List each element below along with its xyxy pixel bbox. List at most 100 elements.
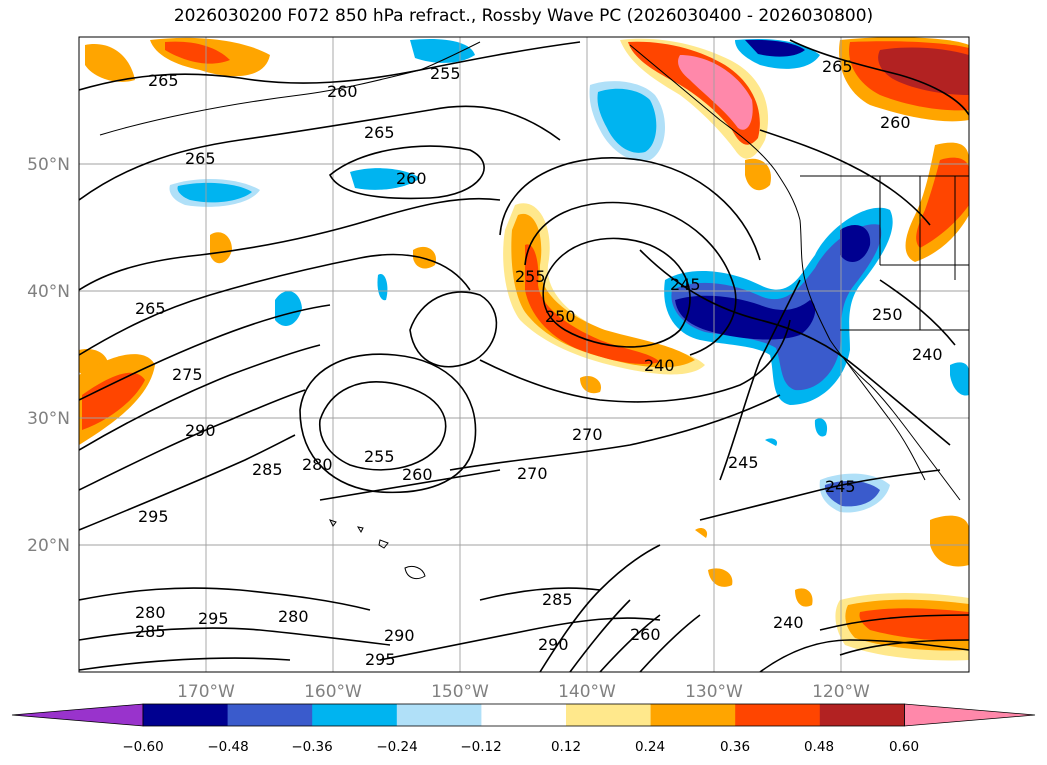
contour-label: 265 xyxy=(822,57,853,76)
colorbar-tick-label: 0.24 xyxy=(635,739,665,755)
lon-label: 130°W xyxy=(685,682,743,702)
coast-gulf-alaska xyxy=(629,44,801,221)
lat-label: 30°N xyxy=(27,409,70,429)
contour-label: 285 xyxy=(135,622,166,641)
shade-area xyxy=(840,225,871,263)
contour-label: 240 xyxy=(773,613,804,632)
colorbar-segment xyxy=(650,704,736,726)
contour-label: 270 xyxy=(572,425,603,444)
shade-area xyxy=(678,55,753,130)
shade-area xyxy=(580,375,601,394)
colorbar-tick-label: −0.60 xyxy=(122,739,163,755)
colorbar-segment xyxy=(312,704,398,726)
contour-label: 260 xyxy=(630,625,661,644)
contour-lines xyxy=(79,39,969,672)
colorbar-tick-label: −0.36 xyxy=(291,739,332,755)
colorbar-segment xyxy=(396,704,482,726)
longitude-labels: 170°W 160°W 150°W 140°W 130°W 120°W xyxy=(177,682,870,702)
contour-label: 260 xyxy=(880,113,911,132)
hawaiian-islands xyxy=(329,519,426,580)
shade-area xyxy=(859,608,969,641)
map-title: 2026030200 F072 850 hPa refract., Rossby… xyxy=(173,6,874,26)
contour-label: 250 xyxy=(545,307,576,326)
lon-label: 120°W xyxy=(812,682,870,702)
shade-area xyxy=(950,362,969,396)
contour-label: 240 xyxy=(644,356,675,375)
contour-label: 290 xyxy=(384,626,415,645)
shade-area xyxy=(350,168,420,190)
shade-area xyxy=(275,291,302,327)
lon-label: 140°W xyxy=(558,682,616,702)
shade-area xyxy=(165,41,230,64)
contour-label: 270 xyxy=(517,464,548,483)
contour-label: 245 xyxy=(825,477,856,496)
contour-label: 250 xyxy=(872,305,903,324)
contour-label: 260 xyxy=(402,465,433,484)
colorbar-segment xyxy=(227,704,313,726)
contour-labels: 265 260 255 265 265 260 265 255 250 240 … xyxy=(135,57,943,669)
shade-area xyxy=(765,438,778,446)
shading-positive xyxy=(79,37,969,661)
contour-label: 290 xyxy=(538,635,569,654)
lat-label: 40°N xyxy=(27,282,70,302)
colorbar-segment xyxy=(819,704,905,726)
contour-label: 265 xyxy=(135,299,166,318)
gridlines xyxy=(79,37,969,672)
contour-label: 280 xyxy=(302,455,333,474)
contour-label: 280 xyxy=(135,603,166,622)
colorbar-tick-labels: −0.60 −0.48 −0.36 −0.24 −0.12 0.12 0.24 … xyxy=(122,739,919,755)
colorbar-tick-label: 0.48 xyxy=(804,739,834,755)
colorbar-segment xyxy=(143,704,229,726)
colorbar-tick-label: −0.48 xyxy=(207,739,248,755)
contour-label: 285 xyxy=(252,460,283,479)
coast-baja xyxy=(844,359,926,481)
shade-area xyxy=(410,38,475,63)
shading-negative xyxy=(169,38,969,513)
lat-label: 20°N xyxy=(27,536,70,556)
coast-west-us xyxy=(799,219,961,501)
shade-area xyxy=(82,372,145,430)
shade-area xyxy=(824,480,880,507)
colorbar xyxy=(11,703,1036,727)
shade-area xyxy=(597,88,657,153)
contour-label: 265 xyxy=(364,123,395,142)
contour-label: 295 xyxy=(198,609,229,628)
coastlines xyxy=(99,41,969,501)
colorbar-extend-low xyxy=(11,703,144,727)
contour-label: 290 xyxy=(185,421,216,440)
contour-label: 245 xyxy=(728,453,759,472)
lon-label: 170°W xyxy=(177,682,235,702)
colorbar-frame xyxy=(142,703,905,727)
contour-label: 245 xyxy=(670,275,701,294)
shade-area xyxy=(210,232,232,264)
shade-area xyxy=(671,224,882,391)
shade-area xyxy=(930,515,969,567)
coast-alaska-peninsula xyxy=(99,41,481,136)
shade-area xyxy=(85,44,135,82)
shade-area xyxy=(795,588,813,607)
contour-label: 265 xyxy=(148,71,179,90)
lon-label: 150°W xyxy=(431,682,489,702)
contour-label: 240 xyxy=(912,345,943,364)
colorbar-tick-label: −0.12 xyxy=(460,739,501,755)
state-borders xyxy=(840,176,969,331)
shade-area xyxy=(377,274,388,301)
contour-label: 255 xyxy=(430,64,461,83)
lon-label: 160°W xyxy=(304,682,362,702)
colorbar-extend-high xyxy=(904,703,1036,727)
lat-label: 50°N xyxy=(27,155,70,175)
colorbar-tick-label: 0.60 xyxy=(889,739,919,755)
colorbar-tick-label: 0.36 xyxy=(720,739,750,755)
shade-area xyxy=(675,295,816,340)
shade-area xyxy=(628,41,760,145)
contour-label: 295 xyxy=(365,650,396,669)
colorbar-segment xyxy=(481,704,567,726)
map-frame xyxy=(78,36,970,673)
shade-area xyxy=(177,182,252,203)
contour-label: 280 xyxy=(278,607,309,626)
colorbar-segment xyxy=(566,704,652,726)
map-panel: 265 260 255 265 265 260 265 255 250 240 … xyxy=(79,37,969,672)
latitude-labels: 50°N 40°N 30°N 20°N xyxy=(27,155,70,556)
shade-area xyxy=(695,527,708,538)
